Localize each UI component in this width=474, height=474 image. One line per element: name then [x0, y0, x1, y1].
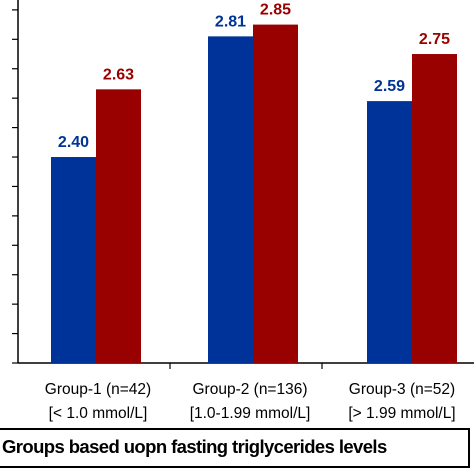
bar-group1-series2	[96, 89, 141, 364]
value-label-group1-series2: 2.63	[103, 66, 134, 83]
x-tick-labels-group: Group-1 (n=42) [< 1.0 mmol/L] Group-2 (n=1…	[45, 381, 456, 422]
value-label-group3-series2: 2.75	[419, 31, 450, 48]
bar-group2-series1	[208, 36, 253, 364]
bars-group	[51, 24, 457, 369]
value-label-group1-series1: 2.40	[58, 134, 89, 151]
x-axis-title-box: Groups based uopn fasting triglycerides …	[0, 428, 470, 468]
value-labels-group: 2.40 2.63 2.81 2.85 2.59 2.75	[58, 2, 450, 151]
x-tick-label-group2-line1: Group-2 (n=136)	[192, 381, 307, 398]
bar-group2-series2	[253, 24, 298, 364]
x-tick-label-group3-line1: Group-3 (n=52)	[349, 381, 455, 398]
x-tick-label-group2-line2: [1.0-1.99 mmol/L]	[190, 405, 311, 422]
bar-group1-series1	[51, 157, 96, 363]
x-tick-label-group3-line2: [> 1.99 mmol/L]	[348, 405, 455, 422]
x-tick-label-group1-line2: [< 1.0 mmol/L]	[49, 405, 148, 422]
y-axis-ticks	[12, 9, 18, 364]
value-label-group2-series1: 2.81	[215, 13, 246, 30]
value-label-group3-series1: 2.59	[374, 78, 405, 95]
value-label-group2-series2: 2.85	[260, 2, 291, 19]
bar-group3-series1	[367, 101, 412, 363]
bar-group3-series2	[412, 54, 457, 363]
x-axis-title: Groups based uopn fasting triglycerides …	[2, 436, 387, 457]
x-tick-label-group1-line1: Group-1 (n=42)	[45, 381, 151, 398]
